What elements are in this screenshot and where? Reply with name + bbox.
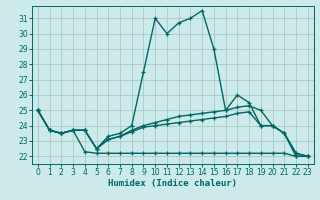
X-axis label: Humidex (Indice chaleur): Humidex (Indice chaleur) [108,179,237,188]
